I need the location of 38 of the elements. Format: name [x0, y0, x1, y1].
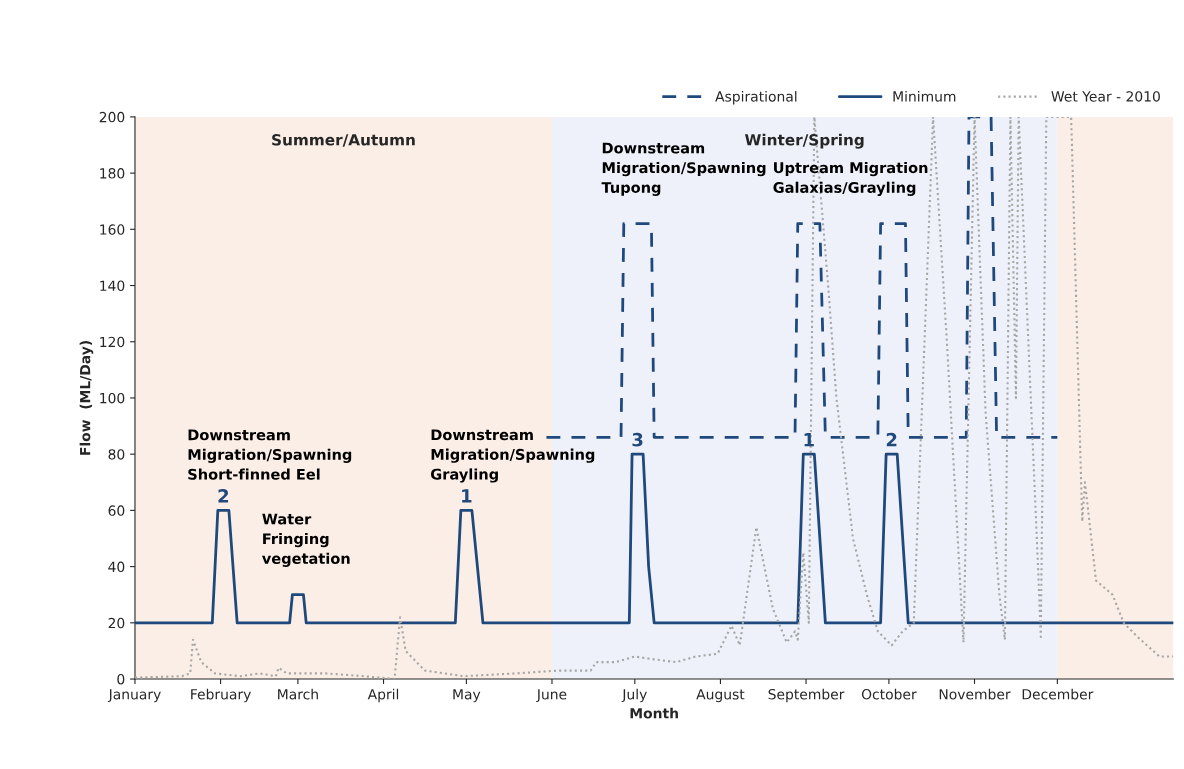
annotation: 3 [632, 432, 643, 447]
y-tick-label: 100 [100, 392, 125, 404]
x-tick-label: July [621, 688, 647, 703]
x-tick-label: February [191, 688, 251, 703]
legend-label: Aspirational [715, 90, 797, 105]
x-tick-label: April [367, 688, 399, 703]
annotation: Downstream Migration/Spawning Short-finned Eel [188, 429, 352, 480]
annotation: Uptream Migration Galaxias/Grayling [773, 161, 928, 196]
y-tick-label: 120 [100, 336, 125, 348]
annotation: 2 [218, 489, 229, 503]
y-tick-label: 80 [108, 449, 125, 460]
x-tick-label: October [861, 688, 917, 700]
y-axis-title: Flow (ML/Day) [79, 341, 94, 455]
x-tick-label: November [939, 688, 1011, 700]
band-label: Summer/Autumn [272, 134, 415, 147]
y-tick-label: 20 [108, 617, 125, 629]
y-tick-label: 0 [117, 674, 125, 685]
y-tick-label: 160 [100, 224, 125, 235]
y-tick-label: 140 [100, 280, 125, 291]
legend-label: Wet Year - 2010 [1051, 91, 1160, 102]
annotation: Water Fringing vegetation [262, 513, 350, 567]
x-axis-title: Month [630, 707, 678, 719]
annotation: 2 [886, 432, 897, 447]
annotation: 1 [462, 489, 472, 503]
x-tick-label: August [696, 689, 745, 703]
y-tick-label: 60 [108, 505, 125, 516]
x-tick-label: December [1022, 688, 1094, 700]
annotation: Downstream Migration/Spawning Grayling [430, 429, 595, 483]
x-tick-label: January [107, 689, 161, 703]
y-tick-label: 200 [99, 111, 125, 123]
x-tick-label: June [536, 689, 567, 703]
x-tick-label: March [278, 688, 318, 700]
x-tick-label: May [453, 689, 481, 703]
y-tick-label: 40 [108, 561, 125, 573]
y-tick-label: 180 [100, 168, 125, 179]
x-tick-label: September [768, 688, 845, 703]
annotation: 1 [804, 433, 814, 447]
legend-label: Minimum [893, 90, 956, 102]
